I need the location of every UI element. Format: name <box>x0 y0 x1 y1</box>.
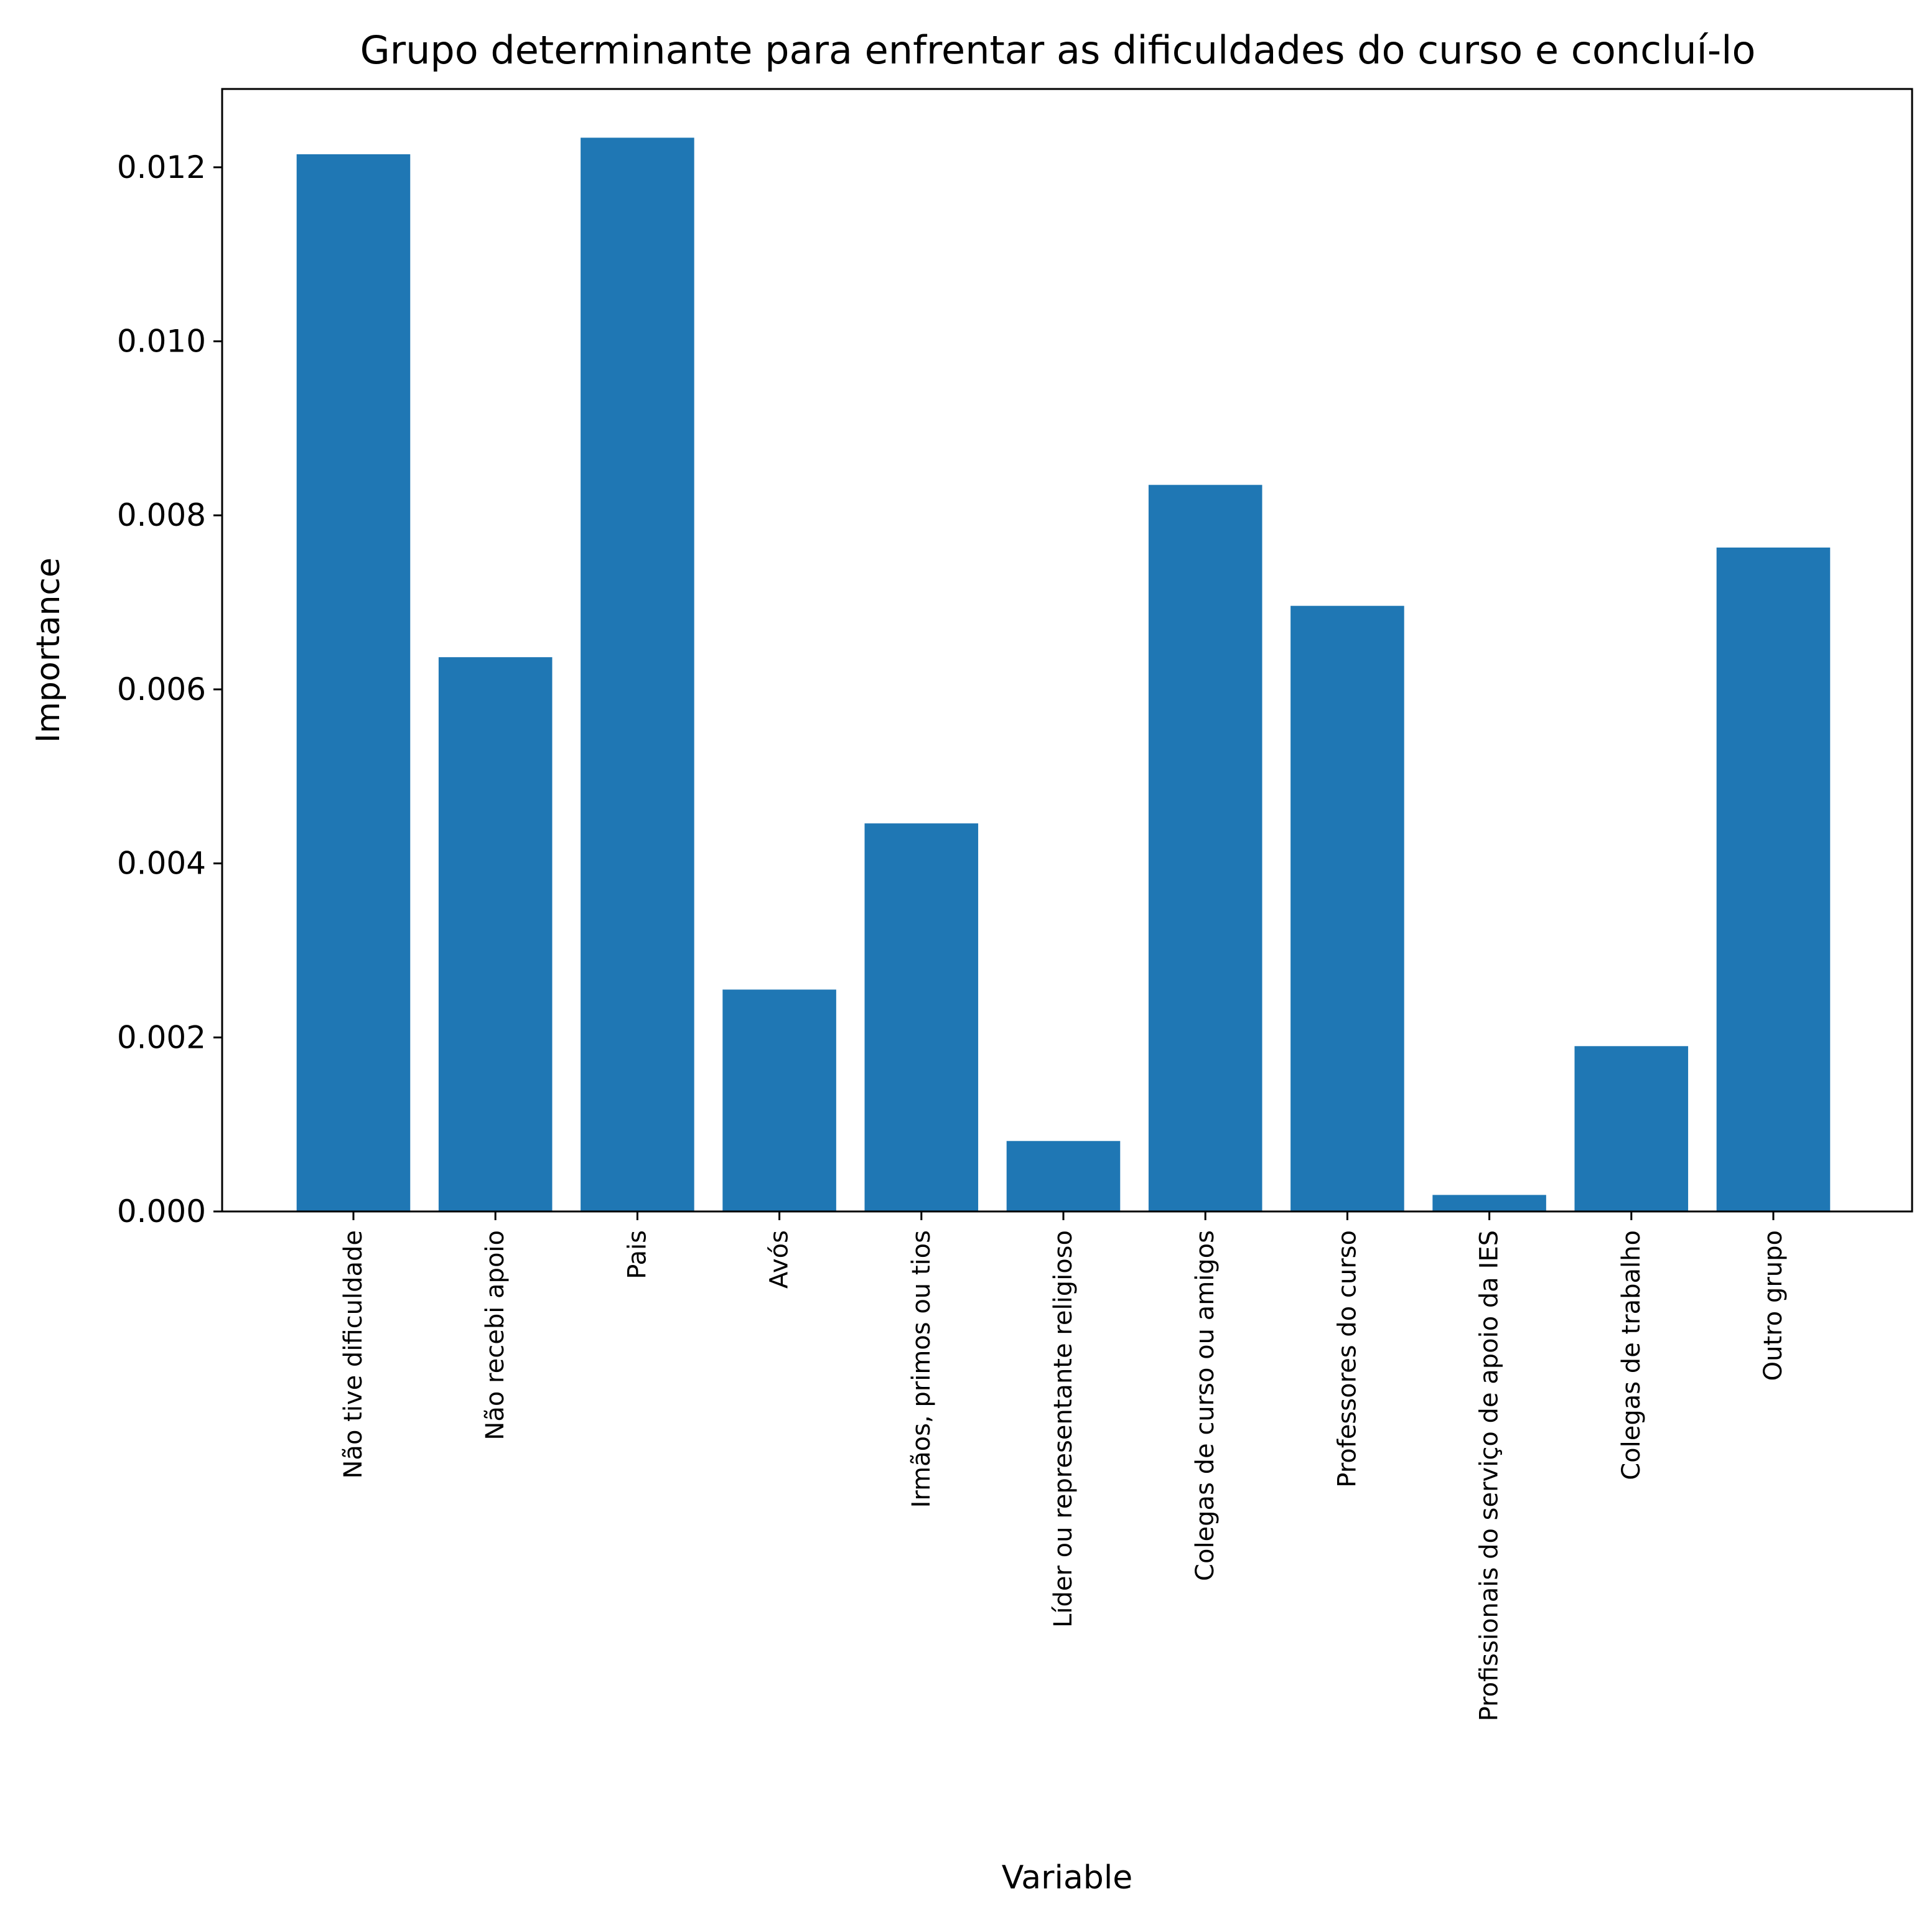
x-tick-label-6: Colegas de curso ou amigos <box>1191 1230 1220 1581</box>
y-tick-label-1: 0.002 <box>117 1019 206 1055</box>
y-tick-label-5: 0.010 <box>117 324 206 360</box>
x-tick-label-2: Pais <box>623 1230 651 1279</box>
x-tick-label-7: Professores do curso <box>1333 1230 1361 1488</box>
x-tick-label-4: Irmãos, primos ou tios <box>907 1230 936 1508</box>
plot-frame <box>221 88 1913 1213</box>
y-axis: 0.000 0.002 0.004 0.006 0.008 0.010 0.012 <box>117 149 222 1230</box>
bar-6 <box>1148 485 1262 1211</box>
y-tick-label-2: 0.004 <box>117 846 206 882</box>
bar-2 <box>581 138 694 1211</box>
x-tick-label-8: Profissionais do serviço de apoio da IES <box>1475 1230 1504 1721</box>
bar-3 <box>722 989 836 1211</box>
bar-10 <box>1716 547 1831 1212</box>
y-tick-label-3: 0.006 <box>117 671 206 707</box>
y-tick-label-4: 0.008 <box>117 497 206 533</box>
x-axis: Não tive dificuldade Não recebi apoio Pais… <box>339 1211 1788 1721</box>
y-tick-label-6: 0.012 <box>117 149 206 185</box>
x-tick-label-3: Avós <box>765 1230 794 1289</box>
bar-5 <box>1006 1141 1121 1211</box>
bar-9 <box>1574 1046 1689 1211</box>
bars-group <box>296 138 1831 1212</box>
chart-title: Grupo determinante para enfrentar as dif… <box>360 27 1756 73</box>
x-tick-label-0: Não tive dificuldade <box>339 1230 368 1478</box>
bar-0 <box>296 154 411 1211</box>
x-tick-label-5: Líder ou representante religioso <box>1049 1230 1078 1628</box>
bar-4 <box>864 823 979 1211</box>
bar-8 <box>1432 1195 1546 1211</box>
bar-1 <box>438 657 553 1211</box>
bar-7 <box>1290 605 1404 1211</box>
x-axis-label: Variable <box>1002 1859 1133 1897</box>
x-tick-label-9: Colegas de trabalho <box>1617 1230 1646 1480</box>
y-tick-label-0: 0.000 <box>117 1193 206 1230</box>
x-tick-label-1: Não recebi apoio <box>481 1230 510 1440</box>
y-axis-label: Importance <box>30 558 67 743</box>
x-tick-label-10: Outro grupo <box>1759 1230 1788 1381</box>
